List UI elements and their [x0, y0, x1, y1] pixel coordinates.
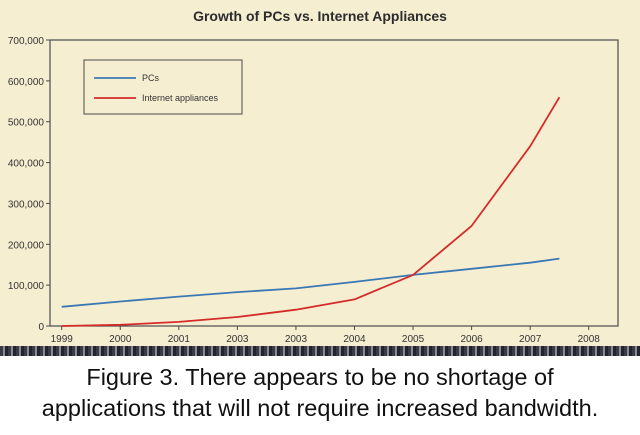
x-tick-label: 2003 [285, 334, 308, 345]
y-tick-label: 100,000 [8, 281, 45, 292]
legend-label-pcs: PCs [142, 73, 160, 83]
x-tick-label: 2005 [402, 334, 425, 345]
line-chart: 0 100,000 200,000 300,000 400,000 500,000 600,… [8, 36, 619, 345]
y-tick-label: 700,000 [8, 36, 45, 47]
caption-line-1: Figure 3. There appears to be no shortag… [86, 364, 554, 390]
figure-caption: Figure 3. There appears to be no shortag… [0, 362, 640, 424]
plot-frame [49, 39, 619, 327]
legend-box [83, 59, 243, 115]
series-line-internet-appliances [61, 96, 561, 327]
y-tick-label: 600,000 [8, 77, 45, 88]
x-tick-label: 1999 [51, 334, 74, 345]
x-tick-label: 2000 [109, 334, 132, 345]
x-tick-label: 2008 [578, 334, 601, 345]
y-tick-label: 0 [38, 322, 44, 333]
x-tick-label: 2001 [168, 334, 191, 345]
x-tick-label: 2007 [519, 334, 542, 345]
y-tick-label: 200,000 [8, 240, 45, 251]
y-tick-label: 400,000 [8, 159, 45, 170]
y-tick-label: 300,000 [8, 199, 45, 210]
x-tick-label: 2004 [343, 334, 366, 345]
series-line-pcs [61, 257, 560, 308]
y-tick-label: 500,000 [8, 118, 45, 129]
legend-label-internet-appliances: Internet appliances [142, 93, 219, 103]
chart-title: Growth of PCs vs. Internet Appliances [193, 8, 447, 24]
x-tick-label: 2003 [226, 334, 249, 345]
x-tick-label: 2006 [460, 334, 483, 345]
scan-artifact-band [0, 346, 640, 356]
caption-line-2: applications that will not require incre… [41, 395, 599, 421]
